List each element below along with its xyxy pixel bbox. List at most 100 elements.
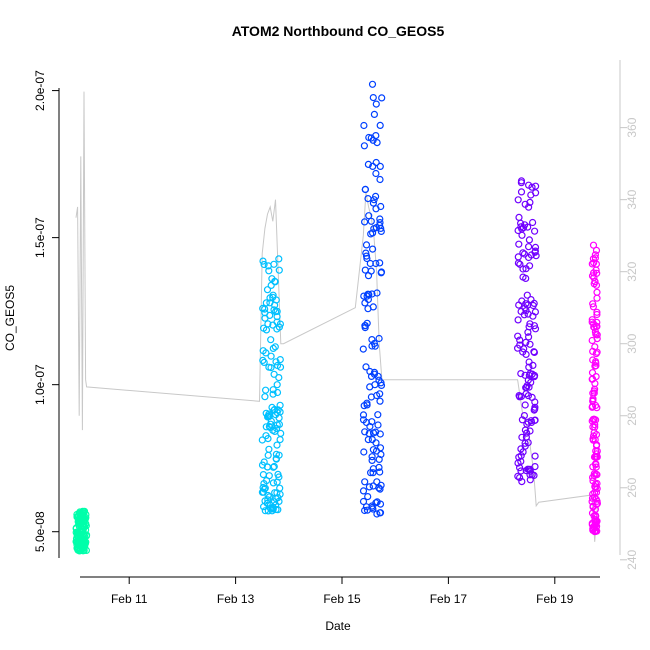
data-point: [369, 245, 377, 253]
data-point: [264, 491, 272, 500]
data-point: [373, 510, 381, 518]
data-point: [258, 461, 267, 469]
data-point: [593, 294, 601, 302]
data-point: [262, 386, 270, 394]
data-point: [376, 221, 384, 229]
data-point: [515, 453, 523, 461]
data-point: [529, 312, 537, 320]
series-0-points: [72, 507, 91, 555]
data-point: [520, 412, 529, 420]
data-point: [591, 423, 599, 431]
data-point: [270, 406, 278, 414]
data-point: [372, 100, 380, 108]
data-point: [267, 281, 275, 289]
data-point: [588, 369, 597, 377]
data-point: [359, 345, 367, 353]
data-point: [516, 219, 525, 227]
data-point: [273, 388, 282, 397]
data-point: [525, 236, 534, 244]
data-point: [520, 311, 528, 319]
data-point: [362, 503, 371, 511]
data-point: [366, 383, 374, 391]
data-point: [588, 260, 596, 268]
data-point: [369, 199, 377, 207]
data-point: [365, 212, 373, 220]
data-point: [530, 406, 538, 414]
data-point: [517, 370, 525, 378]
data-point: [593, 308, 601, 316]
data-point: [260, 358, 268, 366]
data-point: [515, 301, 523, 309]
data-point: [530, 299, 538, 307]
data-point: [592, 323, 600, 331]
data-point: [524, 328, 532, 336]
data-point: [361, 506, 369, 515]
data-point: [589, 303, 598, 311]
data-point: [273, 381, 281, 389]
series-1-points: [258, 255, 285, 515]
data-point: [590, 415, 598, 423]
data-point: [265, 413, 273, 421]
data-point: [362, 241, 371, 249]
data-point: [514, 332, 522, 340]
data-point: [376, 175, 384, 184]
data-point: [528, 218, 537, 227]
data-point: [592, 483, 600, 491]
data-point: [590, 385, 599, 393]
data-point: [520, 250, 529, 258]
plot-area: [58, 60, 621, 578]
data-point: [360, 292, 368, 300]
data-point: [531, 182, 540, 190]
data-point: [522, 467, 530, 475]
data-point: [275, 374, 283, 382]
data-point: [531, 243, 540, 251]
data-point: [372, 439, 380, 447]
data-point: [591, 436, 599, 444]
data-point: [522, 383, 531, 391]
data-point: [592, 350, 600, 358]
data-point: [527, 378, 535, 386]
data-point: [274, 470, 282, 478]
data-point: [267, 336, 275, 344]
data-point: [514, 196, 522, 204]
data-point: [373, 289, 381, 297]
data-point: [369, 505, 377, 513]
data-point: [369, 469, 377, 477]
series-layer: [72, 80, 602, 555]
data-point: [592, 330, 600, 338]
data-point: [373, 478, 381, 486]
data-point: [519, 265, 527, 273]
y2-tick-label: 300: [625, 333, 639, 353]
data-point: [522, 338, 530, 346]
data-point: [364, 493, 372, 501]
data-point: [592, 526, 600, 534]
data-point: [376, 121, 384, 130]
data-point: [261, 484, 269, 492]
x-ticks: Feb 11 Feb 13 Feb 15 Feb 17 Feb 19: [111, 577, 574, 606]
data-point: [361, 428, 369, 436]
data-point: [370, 339, 378, 348]
data-point: [369, 446, 377, 454]
data-point: [514, 259, 523, 267]
data-point: [272, 411, 280, 419]
data-point: [521, 401, 529, 409]
x-tick-label: Feb 17: [430, 592, 468, 606]
data-point: [368, 80, 377, 88]
data-point: [367, 230, 375, 238]
data-point: [589, 397, 597, 405]
y-ticks: 5.0e-08 1.0e-07 1.5e-07 2.0e-07: [33, 70, 59, 552]
data-point: [376, 215, 384, 223]
data-point: [518, 433, 526, 441]
data-point: [269, 479, 277, 487]
data-point: [591, 480, 600, 488]
data-point: [266, 420, 275, 428]
data-point: [361, 324, 369, 332]
data-point: [378, 94, 386, 102]
data-point: [372, 169, 380, 178]
data-point: [526, 340, 534, 348]
data-point: [370, 225, 378, 233]
data-point: [516, 336, 524, 344]
data-point: [362, 363, 370, 371]
data-point: [273, 361, 282, 370]
data-point: [74, 546, 82, 554]
